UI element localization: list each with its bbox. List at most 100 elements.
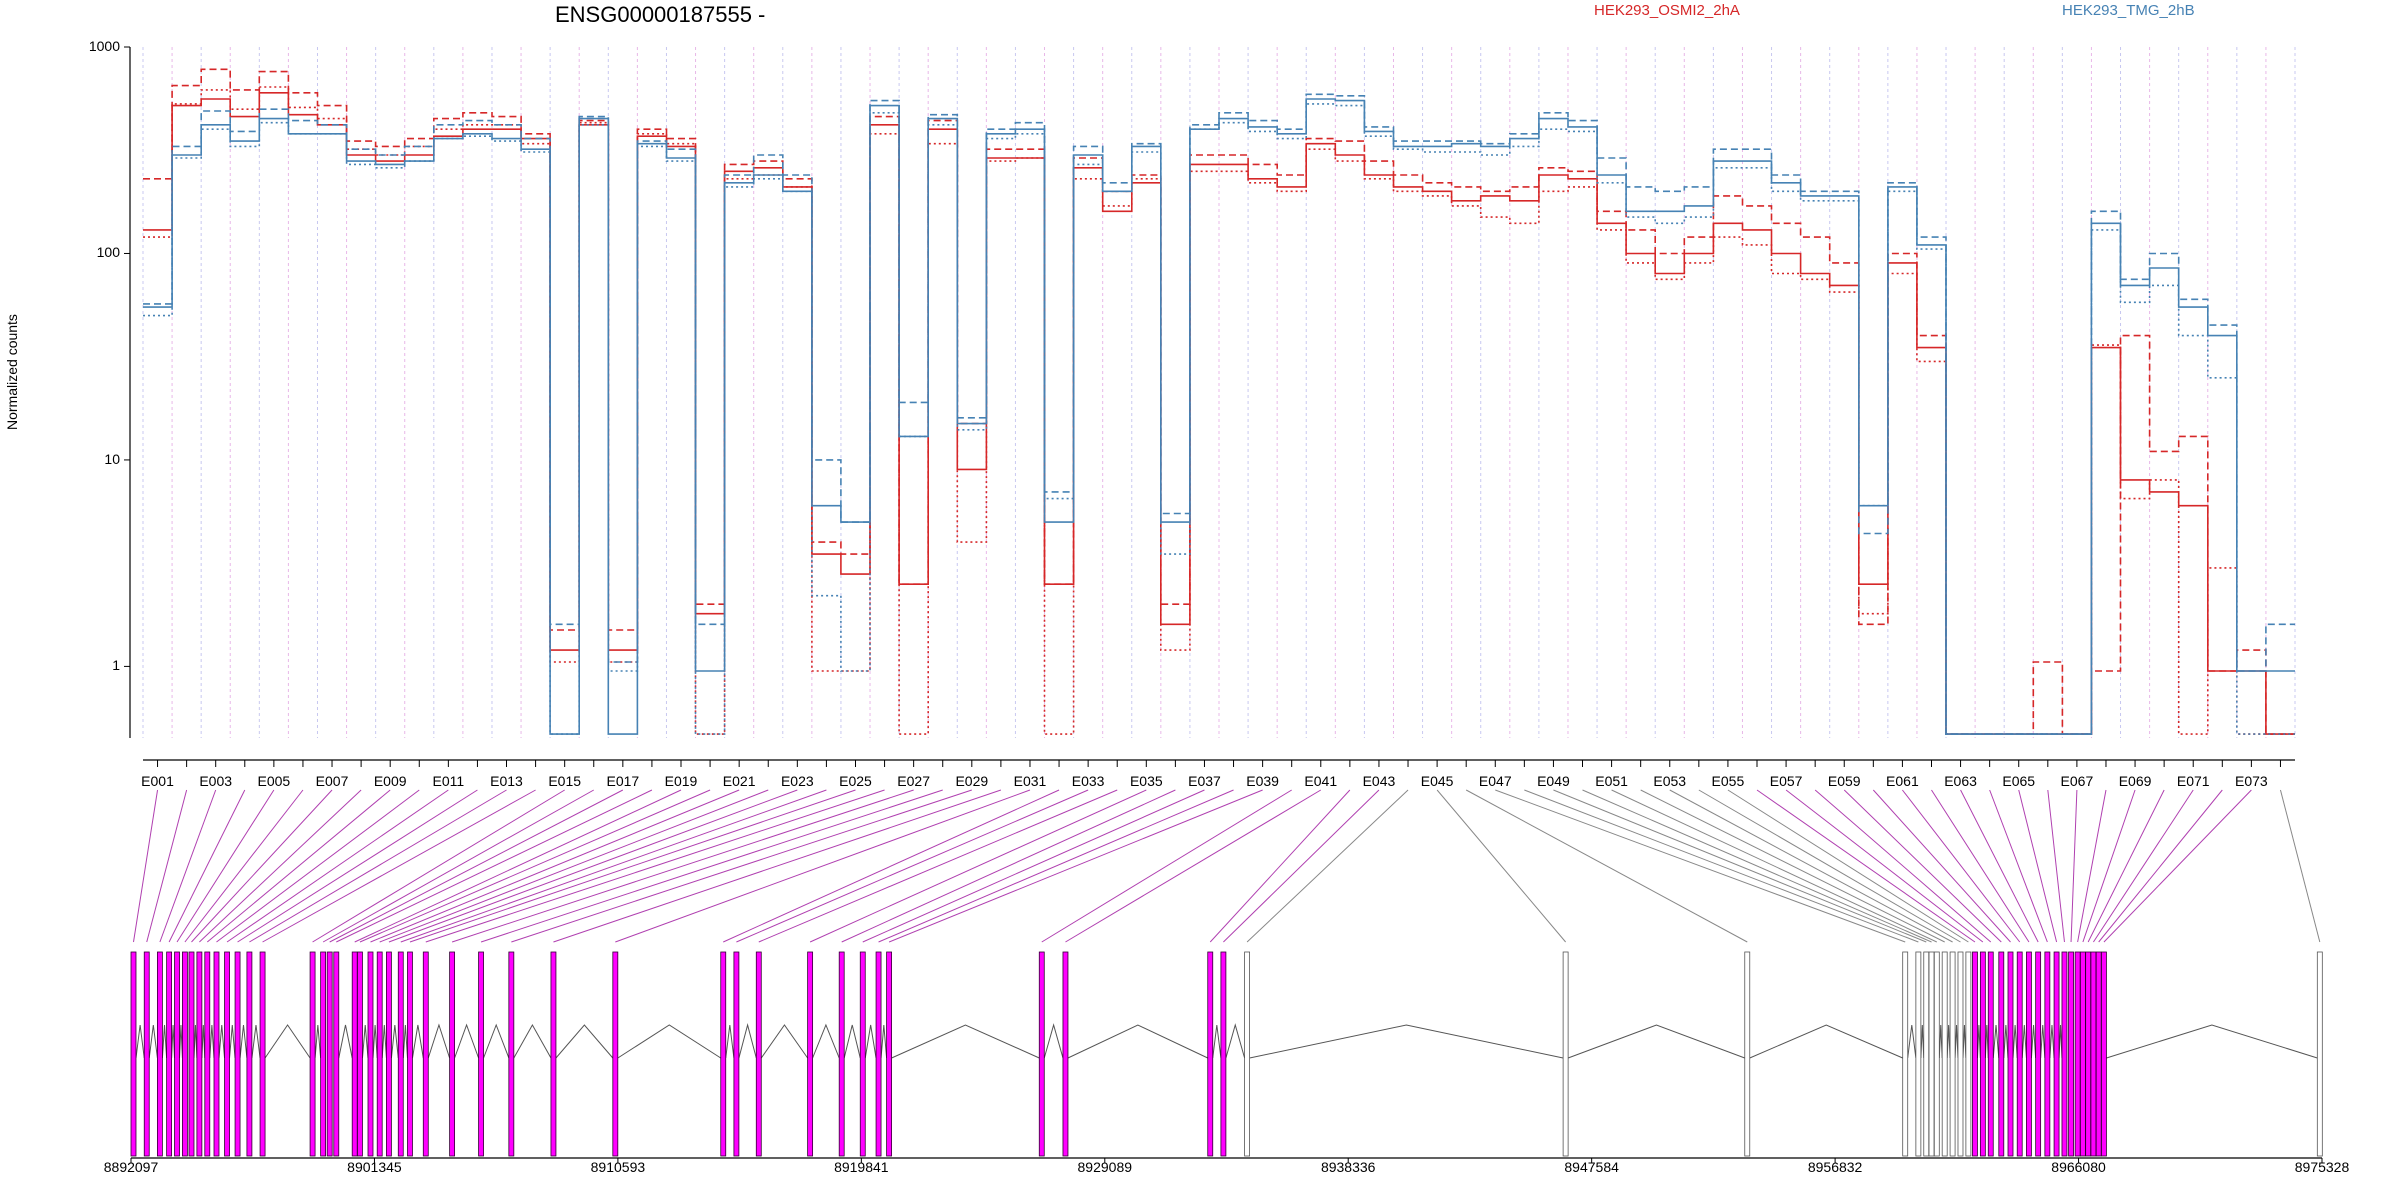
exon-box [1038,951,1045,1157]
intron-line [2003,1024,2009,1059]
exon-box [2074,951,2081,1157]
x-tick-label: E029 [955,773,989,789]
exon-box [1933,951,1940,1157]
exon-connector [1465,789,1748,943]
exon-connector [758,789,1118,943]
exon-connector [206,789,391,943]
exon-connector [1524,789,1919,943]
exon-box [204,951,211,1157]
exon-connector [329,789,624,943]
intron-line [2040,1024,2046,1059]
exon-connector [862,789,1205,943]
genomic-tick-label: 8892097 [103,1159,159,1175]
series-line [143,103,2295,735]
intron-line [555,1024,614,1059]
exon-connector [2047,789,2065,943]
exon-connector [809,789,1147,943]
exon-box [2101,951,2107,1157]
exon-connector [379,789,769,943]
intron-line [1946,1024,1951,1059]
exon-connector [2093,789,2194,943]
exon-box [386,951,392,1157]
intron-line [361,1024,369,1059]
x-tick-label: E061 [1886,773,1919,789]
intron-line [372,1024,378,1059]
x-tick-label: E035 [1129,773,1163,789]
intron-line [1225,1023,1246,1059]
exon-box [2316,951,2323,1157]
x-tick-label: E039 [1246,773,1279,789]
exon-connector [2077,789,2107,943]
exon-box [1923,951,1930,1157]
intron-line [1992,1024,2000,1059]
intron-line [1212,1024,1222,1059]
x-tick-label: E005 [257,773,291,789]
exon-box [143,951,150,1157]
exon-box [320,951,327,1157]
intron-line [1043,1023,1064,1059]
exon-connector [888,789,1263,943]
series-line [143,68,2295,735]
exon-box [1957,951,1964,1157]
intron-line [2012,1024,2018,1059]
exon-connector [1902,789,2021,943]
exon-box [2079,951,2086,1157]
intron-line [725,1024,735,1059]
exon-box [2090,951,2097,1157]
intron-line [1249,1024,1564,1059]
exon-box [166,951,173,1157]
x-tick-label: E051 [1595,773,1628,789]
exon-box [130,951,137,1157]
intron-line [427,1023,451,1059]
exon-connector [736,789,1089,943]
exon-connector [370,789,740,943]
x-tick-label: E023 [780,773,814,789]
exon-connector [400,789,827,943]
exon-connector [2098,789,2223,943]
exon-connector [354,789,682,943]
exon-box [1979,951,1986,1157]
axes [124,46,2295,767]
exon-box [234,951,241,1157]
exon-connector [226,789,449,943]
exon-connector-lines [133,789,2321,943]
exon-connector [723,789,1060,943]
exon-connector [388,789,798,943]
intron-line [843,1024,861,1059]
exon-connector [199,789,362,943]
exon-box [188,951,195,1157]
genomic-tick-label: 8947584 [1564,1159,1619,1175]
genomic-tick-label: 8956832 [1807,1159,1863,1175]
exon-box [2044,951,2051,1157]
exon-box [550,951,557,1157]
x-tick-label: E021 [722,773,756,789]
intron-line [193,1024,198,1059]
intron-line [1567,1024,1745,1059]
x-tick-label: E001 [141,773,174,789]
intron-line [264,1024,311,1059]
exon-connector [1640,789,1945,943]
legend-item-osmi: HEK293_OSMI2_2hA [1594,2,1740,19]
intron-line [812,1023,840,1059]
x-tick-label: E025 [839,773,872,789]
exon-connector [312,789,565,943]
exon-connector [1495,789,1906,943]
exon-box [1562,951,1569,1157]
exon-connector [1436,789,1567,943]
exon-box [309,951,316,1157]
intron-line [454,1023,480,1059]
exon-box [1062,951,1069,1157]
exon-box [2061,951,2068,1157]
intron-line [251,1024,261,1059]
intron-line [2030,1024,2037,1059]
exon-connector [336,789,653,943]
x-tick-label: E013 [490,773,523,789]
exon-box [1244,951,1250,1157]
intron-line [880,1024,888,1059]
x-tick-label: E041 [1304,773,1338,789]
exon-box [1972,951,1978,1157]
x-tick-label: E027 [897,773,930,789]
exon-box [196,951,203,1157]
intron-line [891,1024,1040,1059]
